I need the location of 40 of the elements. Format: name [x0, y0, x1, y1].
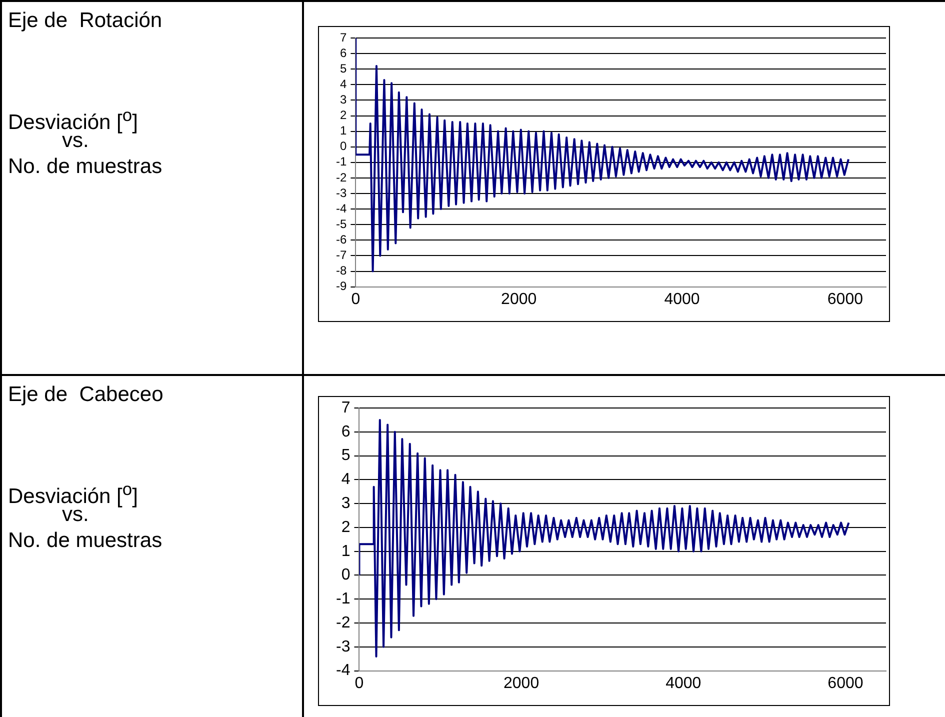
y-tick-label: 6	[340, 46, 347, 60]
x-tick-label: 6000	[827, 290, 864, 308]
y-tick-label: 2	[341, 518, 350, 536]
x-tick-label: 6000	[828, 674, 864, 692]
y-tick-label: -4	[336, 201, 347, 216]
x-tick-label: 4000	[666, 674, 702, 692]
x-tick-label: 0	[354, 674, 364, 692]
y-tick-label: -5	[336, 216, 347, 231]
x-tick-label: 4000	[664, 290, 700, 308]
y-tick-label: 0	[341, 566, 350, 584]
y-tick-label: -9	[336, 279, 347, 294]
y-tick-label: -7	[336, 248, 347, 262]
y-tick-label: 3	[340, 92, 347, 107]
y-tick-label: 3	[341, 494, 350, 512]
y-tick-label: -2	[336, 614, 350, 632]
text: Eje de Rotación	[8, 8, 162, 34]
y-tick-label: -8	[336, 264, 347, 278]
x-tick-label: 2000	[501, 290, 537, 308]
text: Eje de Cabeceo	[8, 382, 164, 408]
x-tick-label: 2000	[504, 674, 540, 692]
y-tick-label: 1	[340, 124, 347, 138]
y-tick-label: 0	[340, 139, 347, 154]
y-tick-label: 5	[340, 61, 347, 76]
y-tick-label: 4	[341, 471, 350, 488]
y-tick-label: 6	[341, 423, 350, 440]
text: No. de muestras	[8, 528, 162, 554]
y-tick-label: 7	[341, 399, 350, 416]
y-tick-label: -1	[336, 590, 350, 608]
y-tick-label: 1	[341, 542, 350, 560]
y-tick-label: 2	[340, 108, 347, 122]
y-tick-label: -2	[336, 170, 347, 184]
y-tick-label: 5	[341, 447, 350, 464]
y-tick-label: 7	[340, 30, 347, 44]
y-tick-label: 4	[340, 76, 347, 91]
y-tick-label: -4	[336, 662, 350, 680]
y-tick-label: -6	[336, 232, 347, 246]
text: No. de muestras	[8, 154, 162, 180]
y-tick-label: -1	[336, 154, 347, 169]
y-tick-label: -3	[336, 638, 350, 656]
y-tick-label: -3	[336, 186, 347, 200]
